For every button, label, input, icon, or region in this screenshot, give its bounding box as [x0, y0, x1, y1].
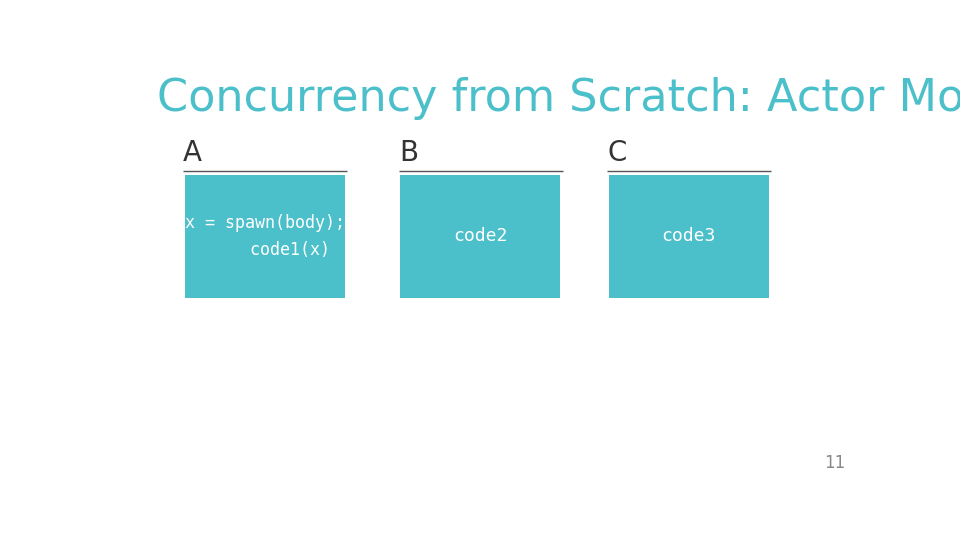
Bar: [184, 175, 345, 298]
Text: code3: code3: [661, 227, 716, 245]
Text: x = spawn(body);
     code1(x): x = spawn(body); code1(x): [184, 214, 345, 259]
Text: C: C: [608, 139, 627, 167]
Text: 11: 11: [824, 454, 846, 472]
Text: code2: code2: [453, 227, 508, 245]
Text: A: A: [183, 139, 203, 167]
Bar: [400, 175, 561, 298]
Bar: [609, 175, 769, 298]
Text: Concurrency from Scratch: Actor Model: Concurrency from Scratch: Actor Model: [157, 77, 960, 120]
Text: B: B: [399, 139, 419, 167]
